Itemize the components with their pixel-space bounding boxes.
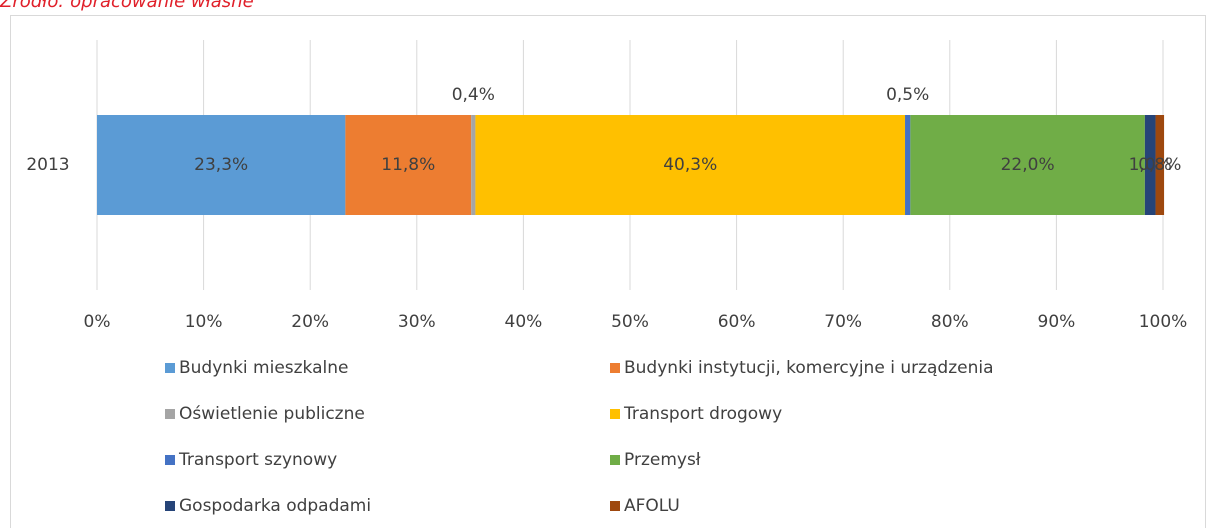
legend-swatch bbox=[610, 363, 620, 373]
data-label: 0,8% bbox=[1138, 155, 1181, 175]
legend-label: Transport szynowy bbox=[178, 450, 337, 470]
source-note: Źródło: opracowanie własne bbox=[0, 0, 254, 12]
legend-label: Budynki instytucji, komercyjne i urządze… bbox=[624, 358, 994, 378]
x-tick-label: 40% bbox=[505, 312, 543, 332]
bar-segment bbox=[905, 115, 911, 215]
data-label: 0,5% bbox=[886, 85, 929, 105]
legend-label: Oświetlenie publiczne bbox=[179, 404, 365, 424]
x-tick-label: 0% bbox=[84, 312, 111, 332]
x-tick-label: 100% bbox=[1139, 312, 1188, 332]
legend-label: Gospodarka odpadami bbox=[179, 496, 371, 516]
x-tick-label: 10% bbox=[185, 312, 223, 332]
x-tick-label: 70% bbox=[824, 312, 862, 332]
legend-label: AFOLU bbox=[624, 496, 680, 516]
data-label: 40,3% bbox=[663, 155, 717, 175]
data-label: 23,3% bbox=[194, 155, 248, 175]
x-tick-label: 60% bbox=[718, 312, 756, 332]
x-tick-label: 90% bbox=[1038, 312, 1076, 332]
x-tick-label: 30% bbox=[398, 312, 436, 332]
legend-swatch bbox=[610, 455, 620, 465]
legend-label: Przemysł bbox=[624, 450, 701, 470]
legend-swatch bbox=[165, 409, 175, 419]
legend-swatch bbox=[610, 409, 620, 419]
data-label: 22,0% bbox=[1001, 155, 1055, 175]
x-tick-label: 80% bbox=[931, 312, 969, 332]
bar-segment bbox=[475, 115, 906, 215]
data-label: 0,4% bbox=[452, 85, 495, 105]
bar-segment bbox=[97, 115, 346, 215]
bar-segment bbox=[1144, 115, 1156, 215]
bar-segment bbox=[910, 115, 1145, 215]
x-tick-label: 50% bbox=[611, 312, 649, 332]
legend-swatch bbox=[610, 501, 620, 511]
legend-swatch bbox=[165, 455, 175, 465]
legend-label: Budynki mieszkalne bbox=[179, 358, 348, 378]
legend-swatch bbox=[165, 363, 175, 373]
bar-segment bbox=[471, 115, 476, 215]
bar-segment bbox=[345, 115, 472, 215]
data-label: 11,8% bbox=[381, 155, 435, 175]
bar-segment bbox=[1155, 115, 1165, 215]
x-tick-label: 20% bbox=[291, 312, 329, 332]
legend-label: Transport drogowy bbox=[623, 404, 782, 424]
chart-frame bbox=[10, 15, 1206, 528]
y-tick-label: 2013 bbox=[26, 155, 69, 175]
legend-swatch bbox=[165, 501, 175, 511]
